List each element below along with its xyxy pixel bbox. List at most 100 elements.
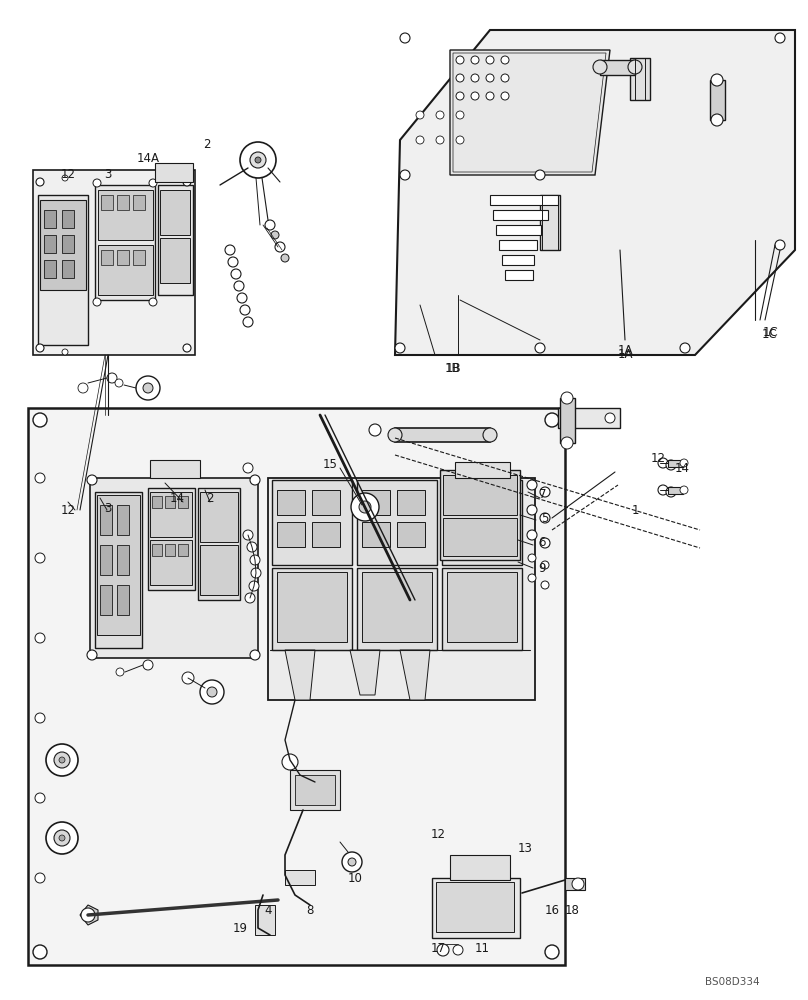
Circle shape <box>231 269 241 279</box>
Circle shape <box>305 772 325 792</box>
Circle shape <box>149 298 157 306</box>
Bar <box>150 540 192 585</box>
Circle shape <box>471 56 479 64</box>
Circle shape <box>46 822 78 854</box>
Circle shape <box>395 343 405 353</box>
Circle shape <box>249 581 259 591</box>
Circle shape <box>35 473 45 483</box>
Text: BS08D334: BS08D334 <box>705 977 760 987</box>
Bar <box>397 522 425 547</box>
Polygon shape <box>90 478 258 658</box>
Circle shape <box>680 343 690 353</box>
Bar <box>600 60 635 75</box>
Circle shape <box>359 501 371 513</box>
Bar <box>133 250 145 265</box>
Polygon shape <box>95 185 155 300</box>
Text: 12: 12 <box>61 168 75 182</box>
Circle shape <box>527 480 537 490</box>
Circle shape <box>666 487 676 497</box>
Bar <box>165 496 175 508</box>
Circle shape <box>143 383 153 393</box>
Circle shape <box>143 660 153 670</box>
Circle shape <box>265 220 275 230</box>
Circle shape <box>243 317 253 327</box>
Circle shape <box>453 945 463 955</box>
Bar <box>496 225 541 235</box>
Circle shape <box>541 581 549 589</box>
Circle shape <box>565 413 575 423</box>
Circle shape <box>59 757 65 763</box>
Bar <box>100 585 112 615</box>
Polygon shape <box>630 58 650 100</box>
Circle shape <box>247 542 257 552</box>
Bar <box>668 487 683 494</box>
Circle shape <box>149 179 157 187</box>
Text: 8: 8 <box>306 904 314 916</box>
Circle shape <box>456 56 464 64</box>
Bar <box>362 572 432 642</box>
Circle shape <box>486 56 494 64</box>
Polygon shape <box>450 50 610 175</box>
Bar <box>255 905 275 935</box>
Circle shape <box>93 298 101 306</box>
Bar <box>277 490 305 515</box>
Bar <box>101 195 113 210</box>
Polygon shape <box>268 478 535 700</box>
Circle shape <box>33 945 47 959</box>
Circle shape <box>540 513 550 523</box>
Text: 7: 7 <box>539 488 547 502</box>
Polygon shape <box>350 650 380 695</box>
Bar <box>178 544 188 556</box>
Bar <box>100 505 112 535</box>
Circle shape <box>46 744 78 776</box>
Polygon shape <box>272 568 352 650</box>
Bar <box>200 492 238 542</box>
Bar <box>505 270 533 280</box>
Circle shape <box>116 668 124 676</box>
Polygon shape <box>158 185 193 295</box>
Circle shape <box>456 136 464 144</box>
Circle shape <box>528 554 536 562</box>
Circle shape <box>528 574 536 582</box>
Circle shape <box>243 530 253 540</box>
Circle shape <box>658 458 668 468</box>
Circle shape <box>35 553 45 563</box>
Circle shape <box>35 793 45 803</box>
Bar <box>98 190 153 240</box>
Text: 14: 14 <box>170 491 184 504</box>
Bar <box>117 195 129 210</box>
Text: 6: 6 <box>538 536 545 550</box>
Circle shape <box>436 136 444 144</box>
Circle shape <box>416 136 424 144</box>
Polygon shape <box>540 195 560 250</box>
Circle shape <box>59 835 65 841</box>
Bar <box>277 522 305 547</box>
Circle shape <box>535 170 545 180</box>
Circle shape <box>436 111 444 119</box>
Text: 10: 10 <box>347 871 363 884</box>
Bar <box>490 195 558 205</box>
Bar <box>117 505 129 535</box>
Bar <box>100 545 112 575</box>
Polygon shape <box>155 163 193 182</box>
Bar <box>447 572 517 642</box>
Polygon shape <box>400 650 430 700</box>
Text: 3: 3 <box>104 168 112 182</box>
Circle shape <box>136 376 160 400</box>
Polygon shape <box>198 488 240 600</box>
Circle shape <box>282 754 298 770</box>
Bar <box>362 522 390 547</box>
Circle shape <box>115 379 123 387</box>
Circle shape <box>416 111 424 119</box>
Text: 18: 18 <box>565 904 579 916</box>
Bar <box>200 545 238 595</box>
Circle shape <box>183 178 191 186</box>
Bar <box>312 522 340 547</box>
Polygon shape <box>357 480 437 565</box>
Polygon shape <box>455 462 510 478</box>
Bar <box>285 870 315 885</box>
Circle shape <box>541 561 549 569</box>
Polygon shape <box>95 492 142 648</box>
Circle shape <box>456 92 464 100</box>
Text: 3: 3 <box>104 502 112 514</box>
